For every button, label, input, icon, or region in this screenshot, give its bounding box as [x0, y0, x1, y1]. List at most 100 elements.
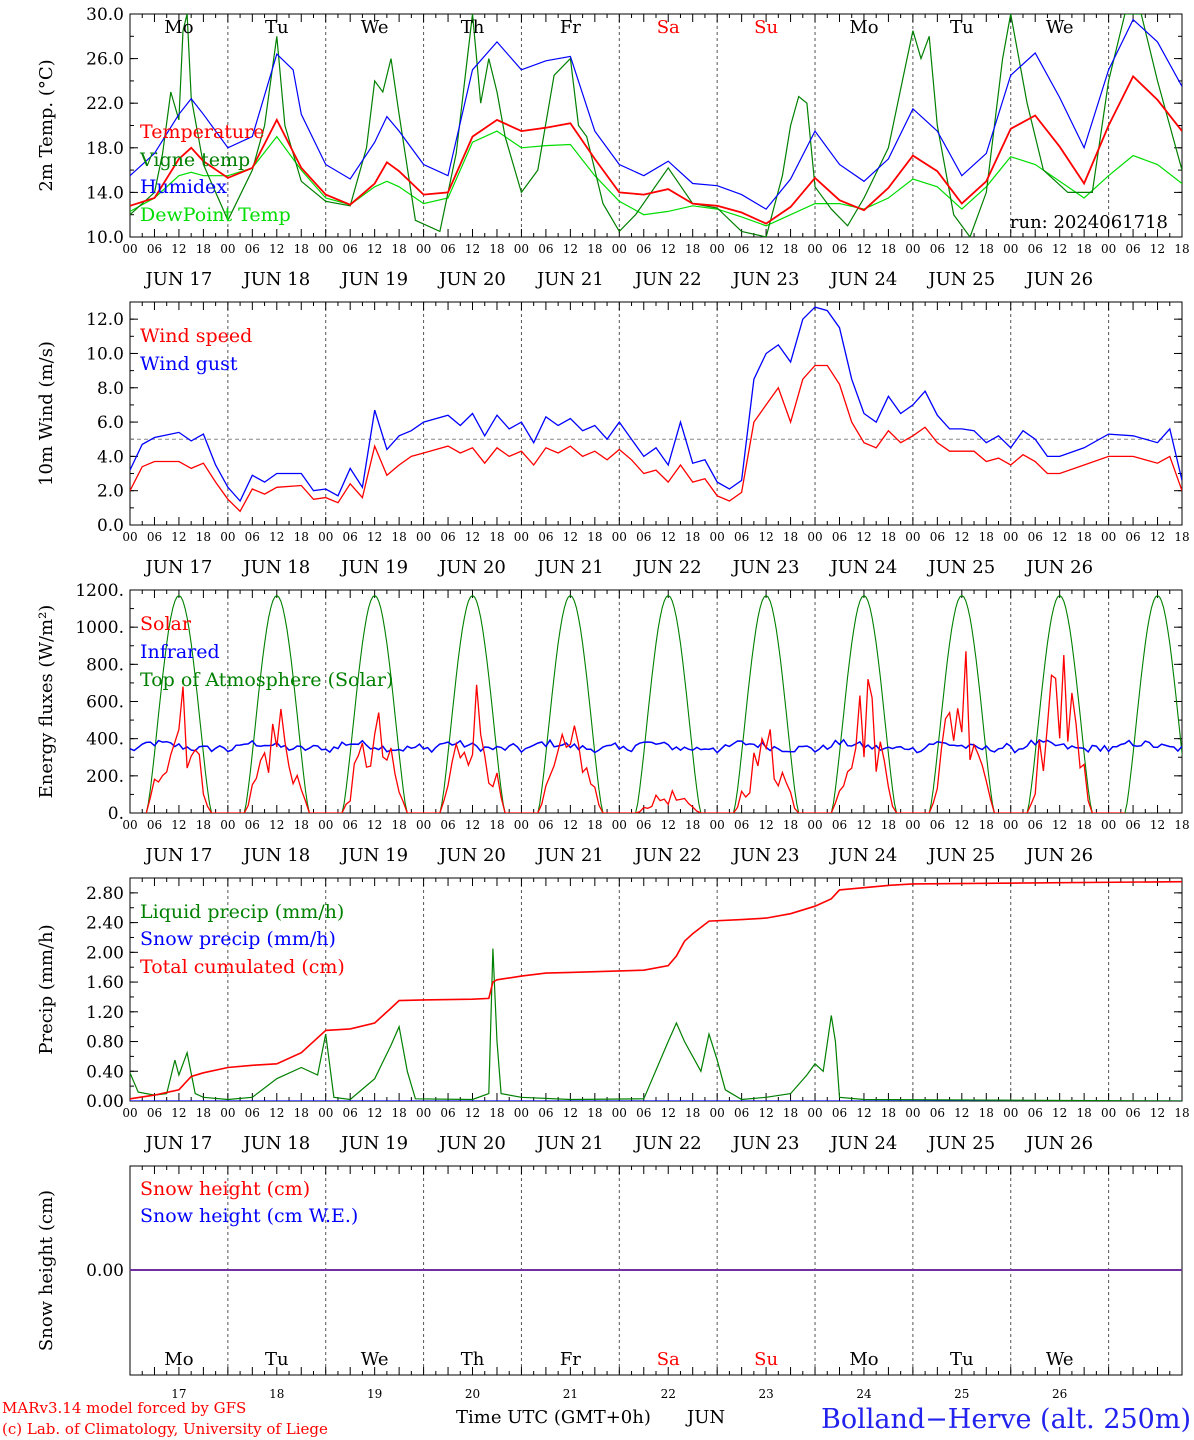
hour-tick-label: 18: [783, 818, 798, 832]
hour-tick-label: 06: [1125, 242, 1140, 256]
date-label: JUN 18: [241, 269, 310, 290]
hour-tick-label: 00: [220, 1106, 235, 1120]
date-label: JUN 17: [144, 1133, 213, 1154]
hour-tick-label: 18: [1174, 818, 1189, 832]
date-label: JUN 18: [241, 1133, 310, 1154]
y-tick-label: 0.0: [97, 516, 124, 536]
hour-tick-label: 12: [758, 530, 773, 544]
hour-tick-label: 18: [294, 242, 309, 256]
hour-tick-label: 00: [1003, 530, 1018, 544]
hour-tick-label: 00: [612, 530, 627, 544]
hour-tick-label: 12: [1052, 818, 1067, 832]
hour-tick-label: 00: [807, 242, 822, 256]
y-tick-label: 1.60: [86, 973, 124, 993]
date-label: JUN 19: [339, 845, 408, 866]
hour-tick-label: 06: [538, 1106, 553, 1120]
hour-tick-label: 12: [1052, 242, 1067, 256]
hour-tick-label: 06: [147, 818, 162, 832]
legend-entry: Temperature: [140, 121, 264, 143]
hour-tick-label: 00: [807, 1106, 822, 1120]
hour-tick-label: 00: [905, 242, 920, 256]
series-line-dewpoint-temp: [130, 130, 1182, 227]
hour-tick-label: 06: [147, 242, 162, 256]
y-axis-label: Snow height (cm): [36, 1190, 57, 1351]
hour-tick-label: 06: [147, 1106, 162, 1120]
date-label: JUN 18: [241, 845, 310, 866]
footer: MARv3.14 model forced by GFS (c) Lab. of…: [2, 1399, 1191, 1438]
legend-entry: Top of Atmosphere (Solar): [140, 669, 393, 691]
hour-tick-label: 12: [465, 1106, 480, 1120]
hour-tick-label: 06: [930, 530, 945, 544]
hour-tick-label: 18: [489, 1106, 504, 1120]
hour-tick-label: 06: [636, 242, 651, 256]
day-abbr-label: Fr: [560, 17, 581, 38]
date-label: JUN 20: [437, 557, 506, 578]
day-abbr-label: We: [361, 17, 389, 38]
hour-tick-label: 06: [1028, 818, 1043, 832]
hour-tick-label: 12: [856, 818, 871, 832]
hour-tick-label: 12: [954, 1106, 969, 1120]
plot-area: [130, 14, 1182, 237]
date-label: JUN 21: [535, 845, 604, 866]
legend-entry: Snow height (cm): [140, 1178, 310, 1200]
hour-tick-label: 12: [758, 818, 773, 832]
hour-tick-label: 18: [685, 818, 700, 832]
hour-tick-label: 00: [1003, 818, 1018, 832]
hour-tick-label: 06: [1125, 1106, 1140, 1120]
y-tick-label: 2.00: [86, 943, 124, 963]
hour-tick-label: 18: [489, 242, 504, 256]
date-label: JUN 22: [633, 845, 702, 866]
hour-tick-label: 06: [538, 530, 553, 544]
hour-tick-label: 06: [930, 818, 945, 832]
hour-tick-label: 18: [196, 1106, 211, 1120]
date-label: JUN 24: [829, 269, 898, 290]
hour-tick-label: 12: [758, 242, 773, 256]
hour-tick-label: 18: [489, 530, 504, 544]
day-number-label: 23: [758, 1387, 773, 1401]
legend-entry: Snow precip (mm/h): [140, 928, 336, 950]
hour-tick-label: 12: [954, 242, 969, 256]
date-label: JUN 19: [339, 269, 408, 290]
hour-tick-label: 00: [1101, 242, 1116, 256]
hour-tick-label: 12: [269, 818, 284, 832]
hour-tick-label: 12: [465, 530, 480, 544]
hour-tick-label: 18: [685, 242, 700, 256]
hour-tick-label: 12: [563, 242, 578, 256]
hour-tick-label: 00: [710, 242, 725, 256]
hour-tick-label: 06: [832, 818, 847, 832]
hour-tick-label: 18: [196, 818, 211, 832]
y-tick-label: 4.0: [97, 447, 124, 467]
hour-tick-label: 18: [294, 530, 309, 544]
hour-tick-label: 06: [538, 818, 553, 832]
hour-tick-label: 06: [440, 530, 455, 544]
y-tick-label: 800.: [86, 655, 124, 675]
hour-tick-label: 00: [416, 818, 431, 832]
hour-tick-label: 06: [734, 818, 749, 832]
y-tick-label: 26.0: [86, 50, 124, 70]
day-abbr-label: Th: [461, 17, 485, 38]
hour-tick-label: 06: [1028, 1106, 1043, 1120]
panel-5: 0.00 Mo 17 Tu 18 We 19 Th 20 Fr 21 Sa 22 Su 23 Mo 24 Tu 25…: [36, 1165, 1183, 1401]
hour-tick-label: 06: [832, 242, 847, 256]
hour-tick-label: 12: [269, 530, 284, 544]
legend-entry: Humidex: [140, 176, 227, 198]
date-label: JUN 22: [633, 557, 702, 578]
hour-tick-label: 06: [245, 818, 260, 832]
hour-tick-label: 18: [685, 530, 700, 544]
hour-tick-label: 00: [318, 818, 333, 832]
hour-tick-label: 00: [1101, 1106, 1116, 1120]
hour-tick-label: 18: [196, 242, 211, 256]
y-tick-label: 1200.: [75, 581, 124, 601]
legend-entry: Solar: [140, 613, 192, 635]
station-label: Bolland−Herve (alt. 250m): [821, 1404, 1191, 1435]
hour-tick-label: 00: [514, 818, 529, 832]
hour-tick-label: 18: [979, 1106, 994, 1120]
y-tick-label: 2.80: [86, 884, 124, 904]
day-number-label: 25: [954, 1387, 969, 1401]
y-tick-label: 1000.: [75, 618, 124, 638]
date-label: JUN 23: [731, 845, 800, 866]
panel-4: 00 06 12 18 00 06 12 18 00 06 12 18 00 06 12 18 00 06 12 18…: [36, 877, 1190, 1154]
date-label: JUN 25: [926, 845, 995, 866]
date-label: JUN 25: [926, 269, 995, 290]
hour-tick-label: 06: [832, 530, 847, 544]
